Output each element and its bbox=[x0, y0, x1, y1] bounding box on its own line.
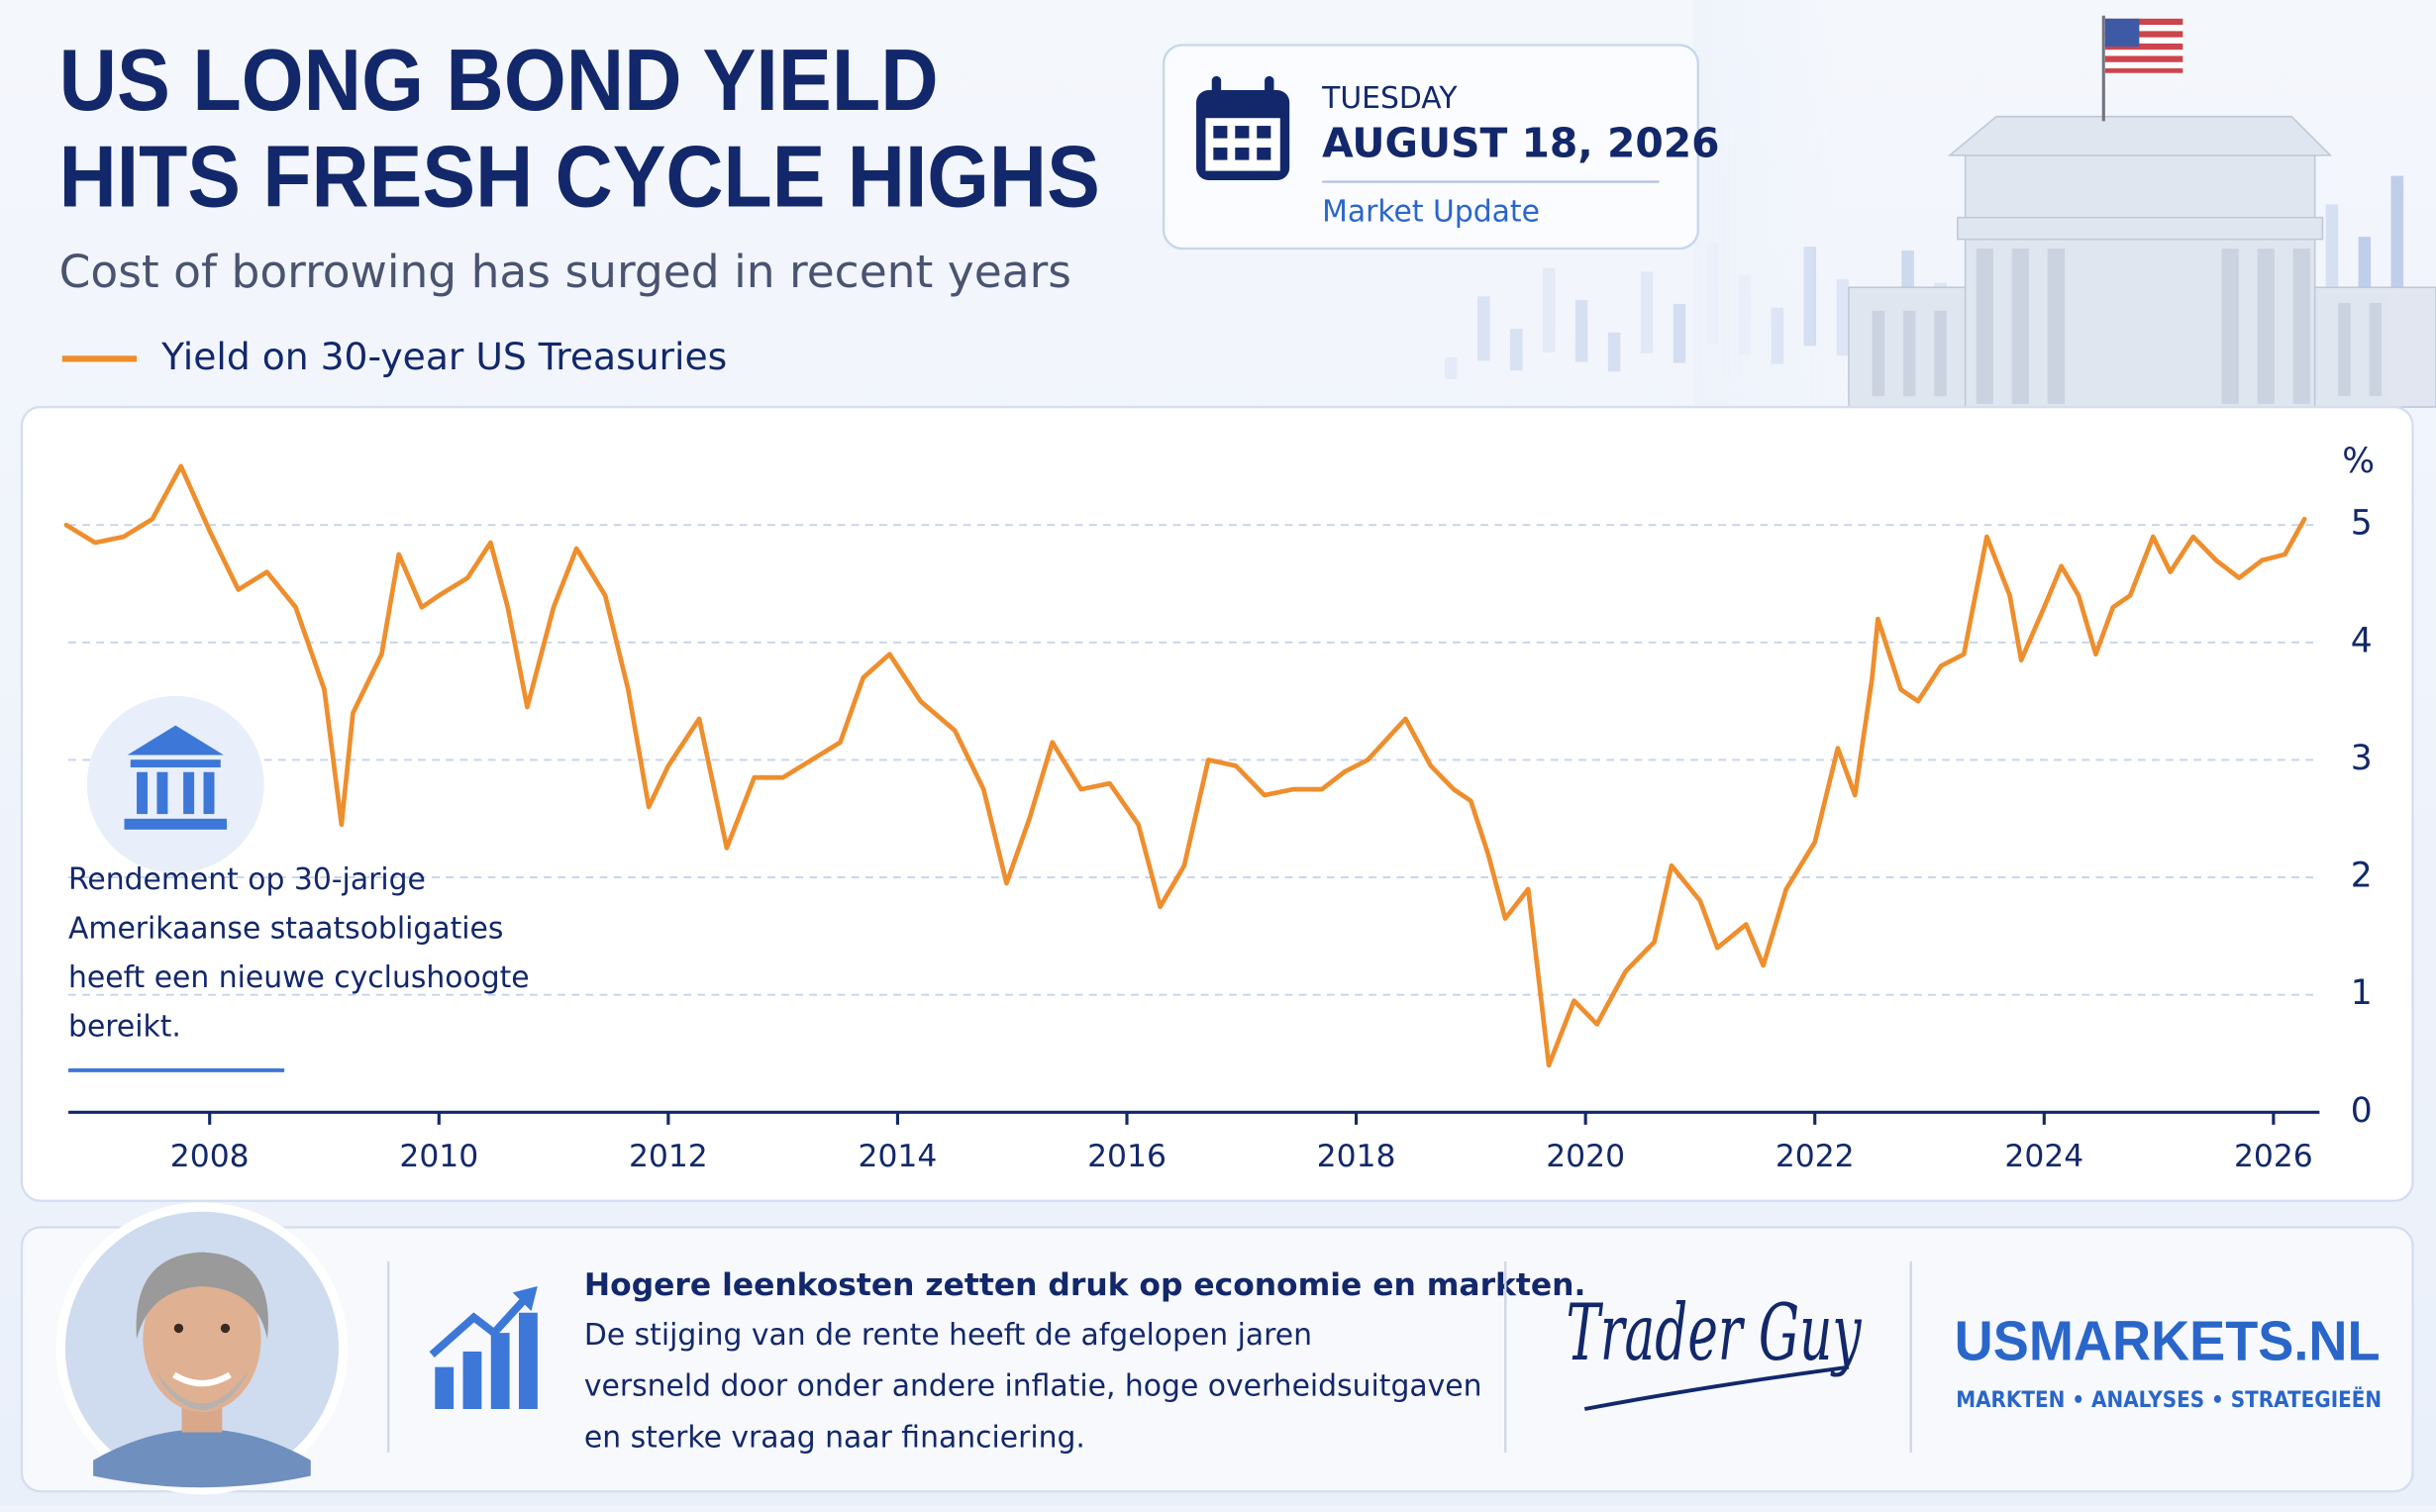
calendar-icon bbox=[1196, 75, 1290, 180]
date: AUGUST 18, 2026 bbox=[1322, 119, 1719, 166]
annotation-line: bereikt. bbox=[68, 1009, 181, 1044]
title-line: HITS FRESH CYCLE HIGHS bbox=[59, 127, 1100, 225]
author-signature: Trader Guy bbox=[1566, 1288, 1862, 1378]
footer-headline: Hogere leenkosten zetten druk op economi… bbox=[584, 1267, 1585, 1303]
growth-icon bbox=[429, 1286, 538, 1409]
title-line: US LONG BOND YIELD bbox=[59, 31, 939, 129]
bank-icon bbox=[124, 725, 228, 830]
x-tick-label: 2020 bbox=[1546, 1139, 1625, 1174]
y-tick-label: 5 bbox=[2351, 504, 2373, 544]
y-tick-label: 2 bbox=[2351, 857, 2373, 896]
annotation-line: Amerikaanse staatsobligaties bbox=[68, 911, 503, 946]
brand: USMARKETS.NL bbox=[1955, 1310, 2381, 1372]
x-tick-label: 2010 bbox=[399, 1139, 478, 1174]
date-label: Market Update bbox=[1322, 194, 1540, 229]
x-tick-label: 2016 bbox=[1087, 1139, 1167, 1174]
header-illustration bbox=[1445, 0, 2436, 408]
x-tick-label: 2018 bbox=[1317, 1139, 1396, 1174]
x-tick-label: 2008 bbox=[170, 1139, 250, 1174]
yield-line bbox=[63, 463, 2307, 1068]
footer-line: versneld door onder andere inflatie, hog… bbox=[584, 1369, 1482, 1404]
x-tick-label: 2012 bbox=[629, 1139, 708, 1174]
subtitle: Cost of borrowing has surged in recent y… bbox=[59, 246, 1071, 298]
author-avatar bbox=[55, 1202, 349, 1495]
y-tick-label: 1 bbox=[2351, 973, 2373, 1013]
date-card bbox=[1162, 44, 1699, 251]
y-unit: % bbox=[2342, 442, 2375, 481]
footer-line: en sterke vraag naar financiering. bbox=[584, 1420, 1085, 1455]
chart-panel bbox=[20, 405, 2414, 1202]
y-tick-label: 4 bbox=[2351, 621, 2373, 660]
x-tick-label: 2022 bbox=[1776, 1139, 1855, 1174]
legend-label: Yield on 30-year US Treasuries bbox=[160, 335, 727, 378]
annotation-icon-bg bbox=[86, 695, 264, 873]
y-tick-label: 3 bbox=[2351, 739, 2373, 778]
signature-swash bbox=[1583, 1364, 1850, 1411]
weekday: TUESDAY bbox=[1321, 81, 1458, 116]
brand-tagline: MARKTEN • ANALYSES • STRATEGIEËN bbox=[1956, 1387, 2382, 1413]
annotation-line: Rendement op 30-jarige bbox=[68, 862, 426, 897]
footer-line: De stijging van de rente heeft de afgelo… bbox=[584, 1318, 1312, 1353]
annotation-line: heeft een nieuwe cyclushoogte bbox=[68, 960, 530, 995]
y-tick-label: 0 bbox=[2351, 1091, 2373, 1131]
footer-panel bbox=[20, 1226, 2414, 1493]
x-tick-label: 2026 bbox=[2234, 1139, 2313, 1174]
x-tick-label: 2024 bbox=[2004, 1139, 2083, 1174]
x-tick-label: 2014 bbox=[859, 1139, 938, 1174]
